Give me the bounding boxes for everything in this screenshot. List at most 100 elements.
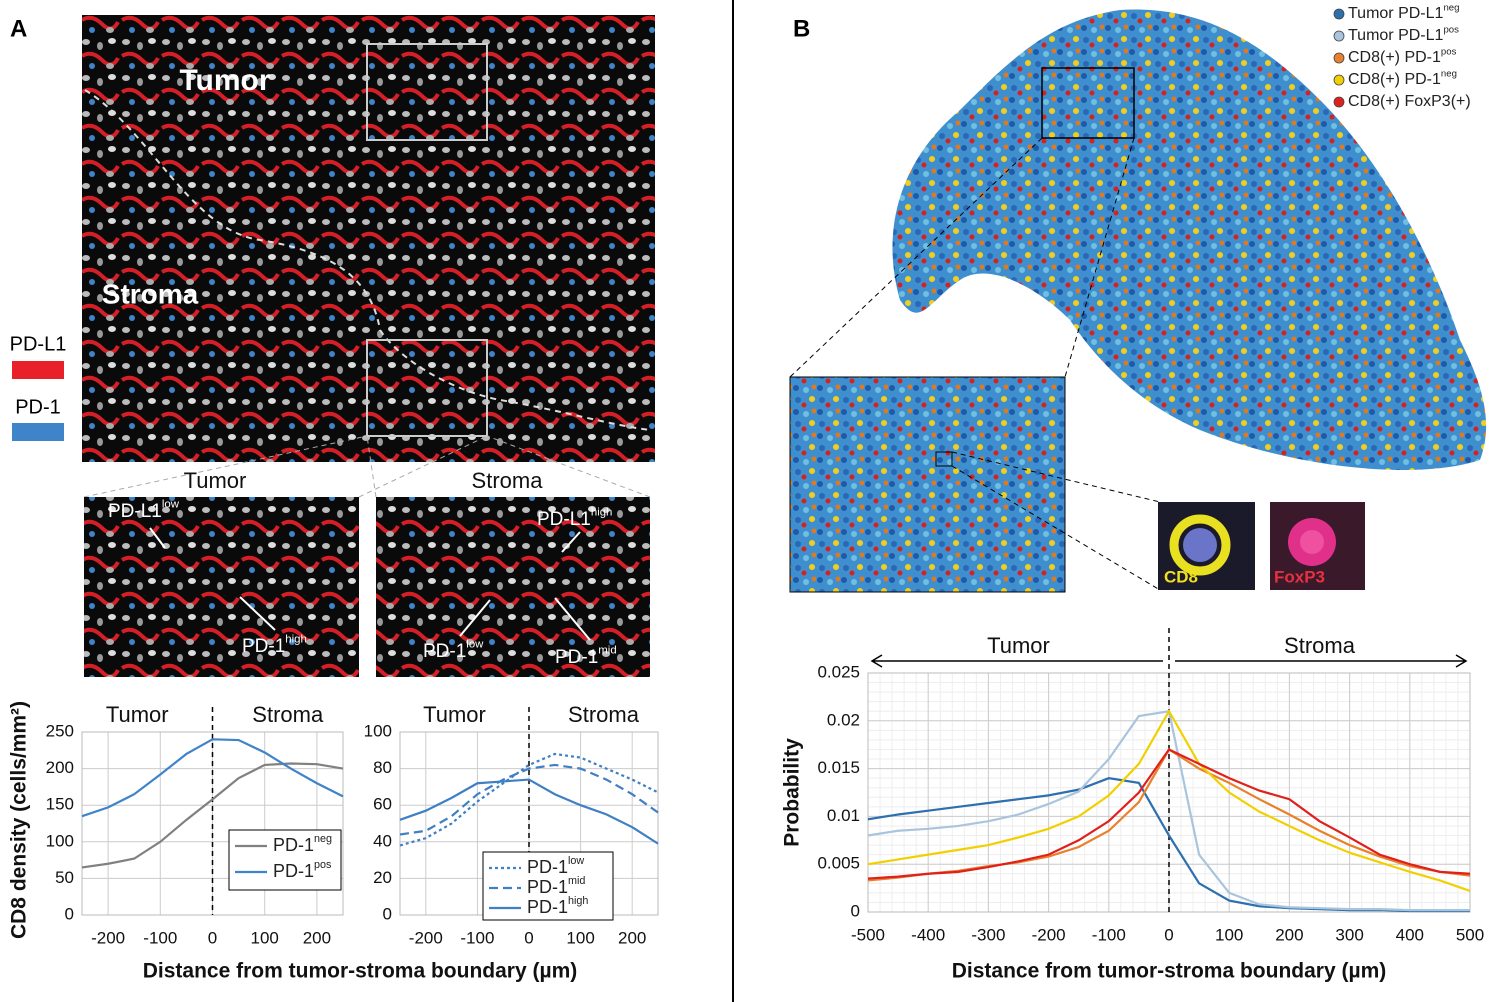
- legend-label-sup: pos: [314, 859, 332, 871]
- x-axis-label: Distance from tumor-stroma boundary (µm): [952, 960, 1386, 983]
- annotation-sup: low: [162, 498, 180, 510]
- legend-label-base: PD-1: [527, 857, 568, 877]
- y-tick-label: 0.015: [817, 758, 860, 777]
- y-tick-label: 250: [46, 721, 74, 740]
- annotation-base: PD-L1: [537, 509, 591, 530]
- annotation-sup: high: [591, 506, 613, 518]
- legend-label-sup: neg: [1443, 2, 1459, 13]
- zoom-lines: [789, 137, 1135, 378]
- series-line: [867, 748, 1471, 880]
- image-label: Stroma: [102, 278, 199, 309]
- cell-label: CD8: [1164, 567, 1198, 586]
- x-tick-label: 100: [1215, 925, 1243, 944]
- x-tick-label: 200: [618, 928, 646, 947]
- x-tick-label: -500: [851, 925, 885, 944]
- y-tick-label: 60: [373, 795, 392, 814]
- x-tick-label: 0: [524, 928, 533, 947]
- panel-label: A: [10, 15, 27, 42]
- annotation-sup: low: [466, 638, 484, 650]
- y-tick-label: 0.005: [817, 854, 860, 873]
- x-tick-label: 300: [1335, 925, 1363, 944]
- stain-swatch: [12, 423, 64, 441]
- legend-label: Tumor PD-L1neg: [1348, 2, 1459, 22]
- cell-nucleus: [1183, 528, 1217, 562]
- legend-swatch: [1333, 8, 1345, 20]
- y-tick-label: 100: [46, 831, 74, 850]
- y-tick-label: 0: [383, 904, 392, 923]
- annotation: PD-L1high: [537, 506, 612, 530]
- legend-swatch: [1333, 74, 1345, 86]
- annotation: PD-1high: [242, 633, 307, 657]
- zoom-box: [935, 451, 953, 467]
- legend-label-base: CD8(+) FoxP3(+): [1348, 93, 1471, 110]
- y-tick-label: 0.025: [817, 662, 860, 681]
- annotation-base: PD-1: [423, 641, 466, 662]
- zoom-box: [1041, 67, 1135, 139]
- x-tick-label: 100: [566, 928, 594, 947]
- x-tick-label: -200: [409, 928, 443, 947]
- annotation-arrow: [149, 527, 166, 549]
- annotation: PD-1mid: [555, 644, 617, 668]
- zoom-lines: [951, 451, 1161, 591]
- x-tick-label: 0: [1164, 925, 1173, 944]
- cell-nucleus: [1300, 530, 1324, 554]
- x-tick-label: 500: [1456, 925, 1484, 944]
- y-tick-label: 150: [46, 795, 74, 814]
- legend-label-sup: pos: [1443, 24, 1459, 35]
- image-label: Tumor: [179, 64, 270, 97]
- region-label: Stroma: [1284, 633, 1356, 658]
- legend-label-base: CD8(+) PD-1: [1348, 71, 1441, 88]
- annotation-arrow: [561, 531, 581, 553]
- zoom-box: [366, 339, 488, 437]
- annotation: PD-L1low: [108, 498, 180, 522]
- annotation-sup: mid: [598, 644, 616, 656]
- series-line: [867, 709, 1471, 893]
- annotation-base: PD-1: [555, 647, 598, 668]
- annotation-sup: high: [285, 633, 307, 645]
- legend-label-sup: mid: [568, 875, 585, 887]
- x-tick-label: 200: [1275, 925, 1303, 944]
- tissue-map: [892, 9, 1487, 470]
- y-axis-label: Probability: [781, 738, 804, 847]
- stain-name: PD-L1: [10, 333, 67, 355]
- legend-label: CD8(+) FoxP3(+): [1348, 93, 1471, 110]
- y-tick-label: 40: [373, 831, 392, 850]
- legend-label-sup: low: [568, 855, 584, 867]
- y-tick-label: 0: [65, 904, 74, 923]
- y-tick-label: 200: [46, 758, 74, 777]
- x-tick-label: 100: [251, 928, 279, 947]
- y-tick-label: 0.02: [827, 710, 860, 729]
- inset-image: [376, 497, 650, 677]
- region-label: Stroma: [568, 702, 640, 727]
- region-label: Tumor: [987, 633, 1050, 658]
- y-tick-label: 50: [55, 868, 74, 887]
- legend-swatch: [1333, 30, 1345, 42]
- y-tick-label: 80: [373, 758, 392, 777]
- annotation-base: PD-1: [242, 636, 285, 657]
- inset-title: Stroma: [472, 468, 544, 493]
- annotation-arrow: [554, 597, 591, 641]
- legend-label: PD-1neg: [273, 833, 332, 855]
- inset-image: [84, 497, 359, 677]
- region-arrow: [870, 654, 1468, 668]
- x-tick-label: 0: [208, 928, 217, 947]
- legend-box: [228, 829, 342, 891]
- series-line: [399, 778, 659, 845]
- x-tick-label: 400: [1396, 925, 1424, 944]
- cell-stain: [1169, 514, 1231, 576]
- legend-label: PD-1low: [527, 855, 584, 877]
- legend-swatch: [1333, 52, 1345, 64]
- legend-label: PD-1pos: [273, 859, 332, 881]
- inset-title: Tumor: [184, 468, 247, 493]
- region-label: Tumor: [423, 702, 486, 727]
- annotation-arrow: [239, 596, 276, 631]
- legend-label-base: CD8(+) PD-1: [1348, 49, 1441, 66]
- stain-name: PD-1: [15, 396, 61, 418]
- stain-swatch: [12, 361, 64, 379]
- x-tick-label: -200: [1032, 925, 1066, 944]
- panel-label: B: [793, 15, 810, 42]
- series-line: [399, 763, 659, 836]
- legend-label: PD-1mid: [527, 875, 585, 897]
- zoom-box: [366, 43, 488, 141]
